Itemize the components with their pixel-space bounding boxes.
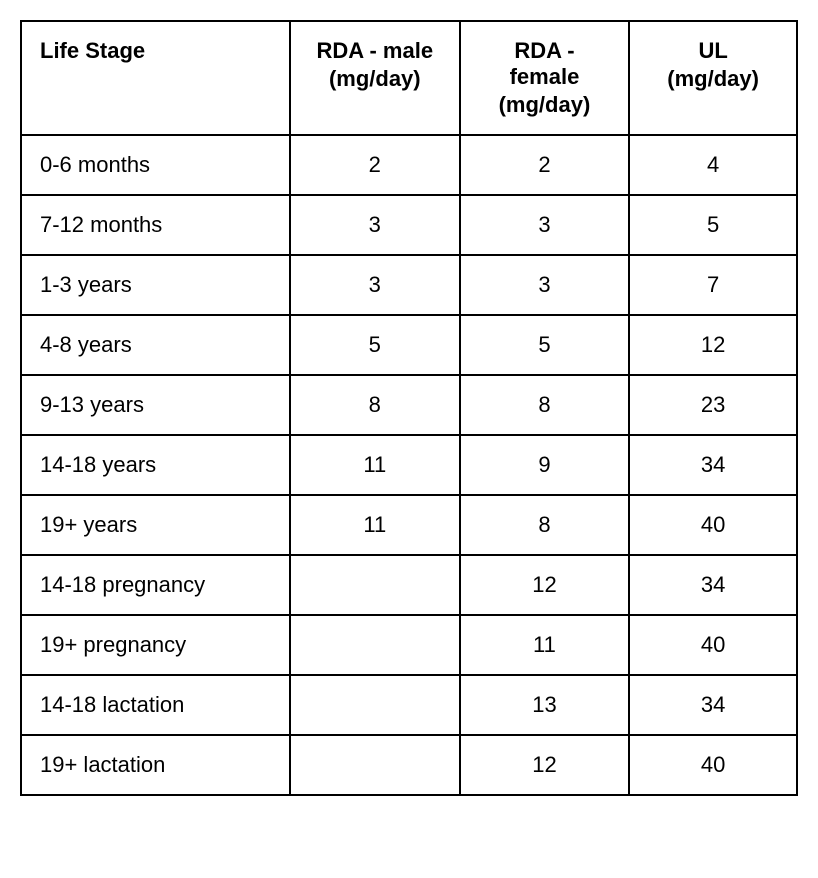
ul-cell: 4	[629, 135, 797, 195]
table-row: 4-8 years 5 5 12	[21, 315, 797, 375]
rda-female-cell: 12	[460, 735, 630, 795]
life-stage-cell: 14-18 years	[21, 435, 290, 495]
rda-female-cell: 3	[460, 255, 630, 315]
rda-male-cell: 8	[290, 375, 460, 435]
life-stage-cell: 19+ lactation	[21, 735, 290, 795]
table-row: 9-13 years 8 8 23	[21, 375, 797, 435]
rda-male-cell: 11	[290, 435, 460, 495]
table-row: 14-18 lactation 13 34	[21, 675, 797, 735]
table-row: 19+ pregnancy 11 40	[21, 615, 797, 675]
rda-female-cell: 9	[460, 435, 630, 495]
rda-female-cell: 11	[460, 615, 630, 675]
table-row: 1-3 years 3 3 7	[21, 255, 797, 315]
table-body: 0-6 months 2 2 4 7-12 months 3 3 5 1-3 y…	[21, 135, 797, 795]
life-stage-cell: 0-6 months	[21, 135, 290, 195]
life-stage-cell: 7-12 months	[21, 195, 290, 255]
col-header-life-stage: Life Stage	[21, 21, 290, 135]
rda-male-cell	[290, 735, 460, 795]
col-header-sublabel: (mg/day)	[648, 66, 778, 92]
rda-male-cell: 11	[290, 495, 460, 555]
life-stage-cell: 4-8 years	[21, 315, 290, 375]
col-header-label: RDA - female	[510, 38, 580, 89]
table-row: 14-18 years 11 9 34	[21, 435, 797, 495]
col-header-label: RDA - male	[317, 38, 434, 63]
rda-male-cell: 3	[290, 195, 460, 255]
ul-cell: 34	[629, 555, 797, 615]
life-stage-cell: 1-3 years	[21, 255, 290, 315]
rda-female-cell: 5	[460, 315, 630, 375]
ul-cell: 23	[629, 375, 797, 435]
table-row: 7-12 months 3 3 5	[21, 195, 797, 255]
col-header-rda-female: RDA - female (mg/day)	[460, 21, 630, 135]
ul-cell: 12	[629, 315, 797, 375]
table-row: 14-18 pregnancy 12 34	[21, 555, 797, 615]
ul-cell: 40	[629, 495, 797, 555]
rda-male-cell: 3	[290, 255, 460, 315]
ul-cell: 34	[629, 435, 797, 495]
col-header-rda-male: RDA - male (mg/day)	[290, 21, 460, 135]
table-row: 19+ years 11 8 40	[21, 495, 797, 555]
rda-male-cell	[290, 555, 460, 615]
rda-female-cell: 12	[460, 555, 630, 615]
rda-female-cell: 3	[460, 195, 630, 255]
ul-cell: 7	[629, 255, 797, 315]
rda-male-cell: 2	[290, 135, 460, 195]
rda-female-cell: 8	[460, 495, 630, 555]
life-stage-cell: 14-18 pregnancy	[21, 555, 290, 615]
rda-male-cell: 5	[290, 315, 460, 375]
life-stage-cell: 9-13 years	[21, 375, 290, 435]
table-row: 0-6 months 2 2 4	[21, 135, 797, 195]
col-header-ul: UL (mg/day)	[629, 21, 797, 135]
ul-cell: 34	[629, 675, 797, 735]
ul-cell: 5	[629, 195, 797, 255]
rda-table: Life Stage RDA - male (mg/day) RDA - fem…	[20, 20, 798, 796]
ul-cell: 40	[629, 735, 797, 795]
life-stage-cell: 14-18 lactation	[21, 675, 290, 735]
ul-cell: 40	[629, 615, 797, 675]
rda-female-cell: 2	[460, 135, 630, 195]
col-header-sublabel: (mg/day)	[309, 66, 441, 92]
life-stage-cell: 19+ pregnancy	[21, 615, 290, 675]
col-header-sublabel: (mg/day)	[479, 92, 611, 118]
rda-female-cell: 8	[460, 375, 630, 435]
rda-male-cell	[290, 615, 460, 675]
life-stage-cell: 19+ years	[21, 495, 290, 555]
table-header-row: Life Stage RDA - male (mg/day) RDA - fem…	[21, 21, 797, 135]
col-header-label: UL	[698, 38, 727, 63]
col-header-label: Life Stage	[40, 38, 145, 63]
rda-male-cell	[290, 675, 460, 735]
rda-female-cell: 13	[460, 675, 630, 735]
table-row: 19+ lactation 12 40	[21, 735, 797, 795]
